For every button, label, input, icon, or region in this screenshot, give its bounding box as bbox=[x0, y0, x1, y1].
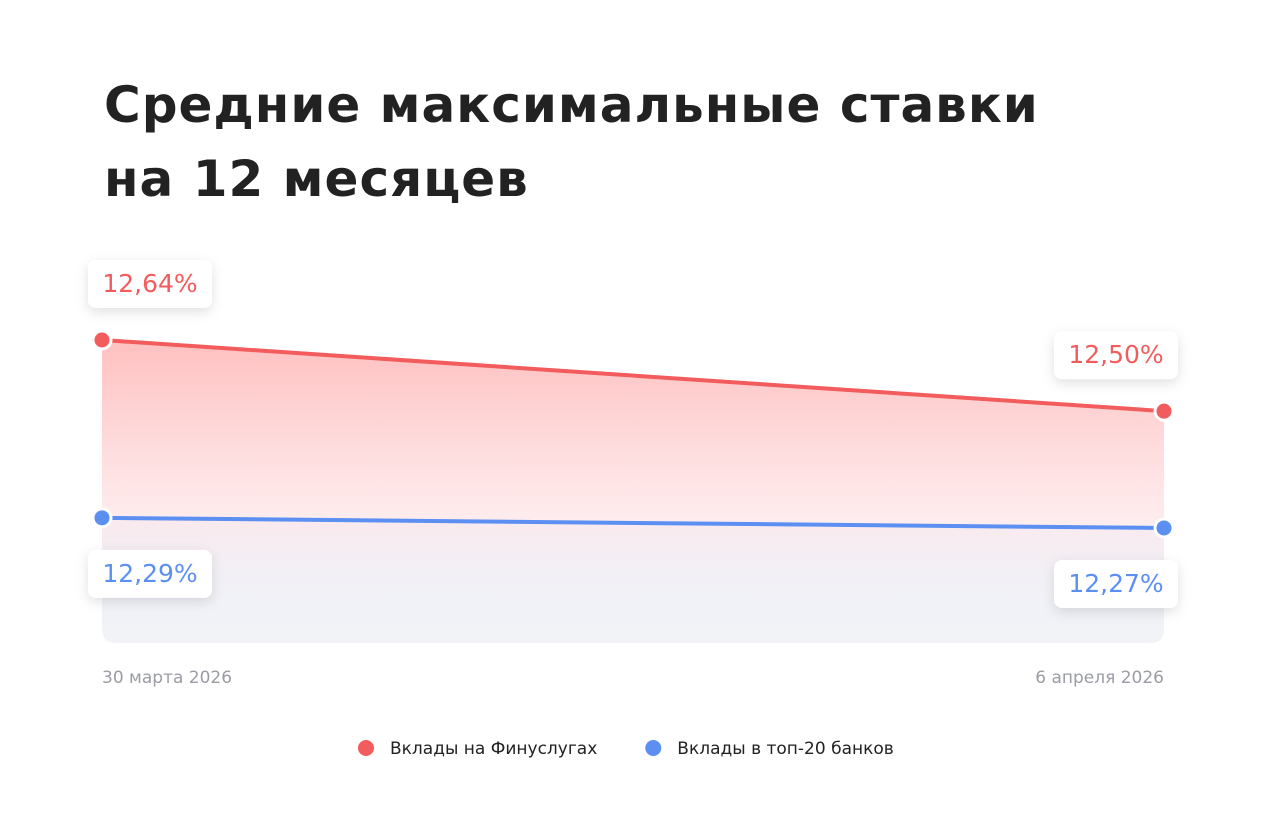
value-label-box bbox=[88, 549, 212, 598]
value-label-box bbox=[1054, 560, 1178, 608]
chart-title: Средние максимальные ставки на 12 месяце… bbox=[104, 76, 1039, 208]
value-label-box bbox=[88, 260, 212, 308]
legend-label: Вклады на Финуслугах bbox=[390, 739, 597, 759]
point bbox=[1153, 400, 1175, 422]
area-fill bbox=[102, 340, 1164, 643]
legend-label: Вклады в топ-20 банков bbox=[677, 739, 894, 759]
value-label: 12,50% bbox=[1068, 340, 1163, 369]
value-label-box bbox=[1054, 331, 1178, 380]
legend-marker bbox=[645, 740, 662, 756]
point bbox=[91, 507, 113, 529]
x-tick-label: 30 марта 2026 bbox=[102, 668, 232, 688]
legend-marker bbox=[358, 740, 374, 756]
line bbox=[101, 338, 1165, 414]
x-tick-label: 6 апреля 2026 bbox=[1035, 668, 1164, 688]
value-label: 12,27% bbox=[1068, 569, 1163, 598]
point bbox=[1153, 517, 1175, 539]
value-label: 12,64% bbox=[102, 269, 197, 298]
point bbox=[91, 329, 113, 351]
line bbox=[101, 515, 1165, 530]
value-label: 12,29% bbox=[102, 559, 197, 588]
